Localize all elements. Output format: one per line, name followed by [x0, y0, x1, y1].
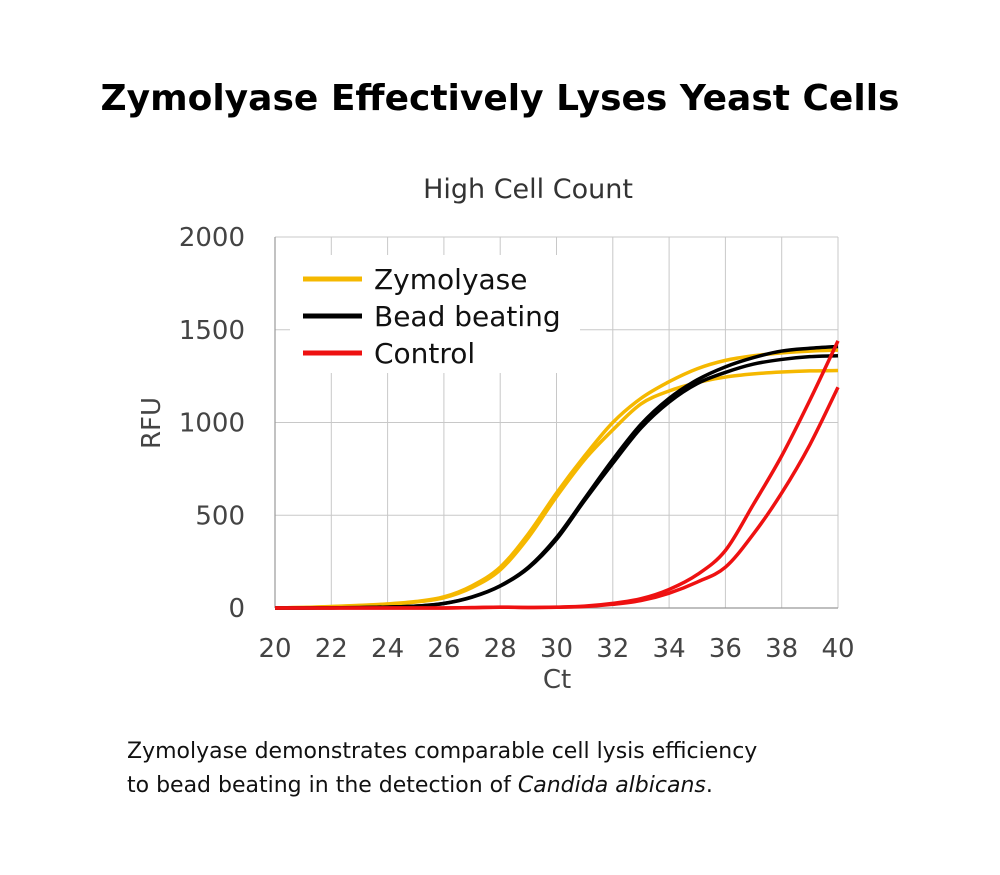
chart-title: High Cell Count [423, 174, 633, 205]
x-tick-label: 28 [484, 634, 517, 664]
x-tick-label: 20 [258, 634, 291, 664]
caption-line-1: Zymolyase demonstrates comparable cell l… [127, 739, 758, 764]
caption-species: Candida albicans [517, 773, 706, 798]
caption-suffix: . [705, 773, 713, 798]
legend-label: Zymolyase [374, 263, 527, 296]
caption: Zymolyase demonstrates comparable cell l… [127, 735, 757, 803]
y-axis-label: RFU [137, 397, 167, 449]
x-tick-label: 26 [427, 634, 460, 664]
tick-labels: 20 22 24 26 28 30 32 34 36 38 40 0 500 1000 1500 2000 [179, 223, 855, 664]
y-tick-label: 2000 [179, 223, 245, 253]
series-line-zymolyase-2 [274, 368, 839, 610]
x-tick-label: 36 [709, 634, 742, 664]
x-tick-label: 34 [653, 634, 686, 664]
x-tick-label: 38 [765, 634, 798, 664]
x-axis-label: Ct [543, 665, 571, 695]
legend: Zymolyase Bead beating Control [290, 255, 580, 373]
y-tick-label: 1000 [179, 409, 245, 439]
x-tick-label: 32 [596, 634, 629, 664]
x-tick-label: 24 [371, 634, 404, 664]
x-tick-label: 40 [821, 634, 854, 664]
page-title: Zymolyase Effectively Lyses Yeast Cells [100, 78, 900, 119]
caption-line-2: to bead beating in the detection of Cand… [127, 769, 757, 803]
y-tick-label: 0 [228, 594, 245, 624]
x-tick-label: 22 [315, 634, 348, 664]
x-tick-label: 30 [540, 634, 573, 664]
series-line-control-2 [274, 386, 840, 610]
caption-prefix: to bead beating in the detection of [127, 773, 518, 798]
y-tick-label: 1500 [179, 316, 245, 346]
legend-label: Bead beating [374, 300, 561, 333]
series-lines [274, 340, 840, 610]
y-tick-label: 500 [195, 501, 245, 531]
legend-label: Control [374, 337, 475, 370]
